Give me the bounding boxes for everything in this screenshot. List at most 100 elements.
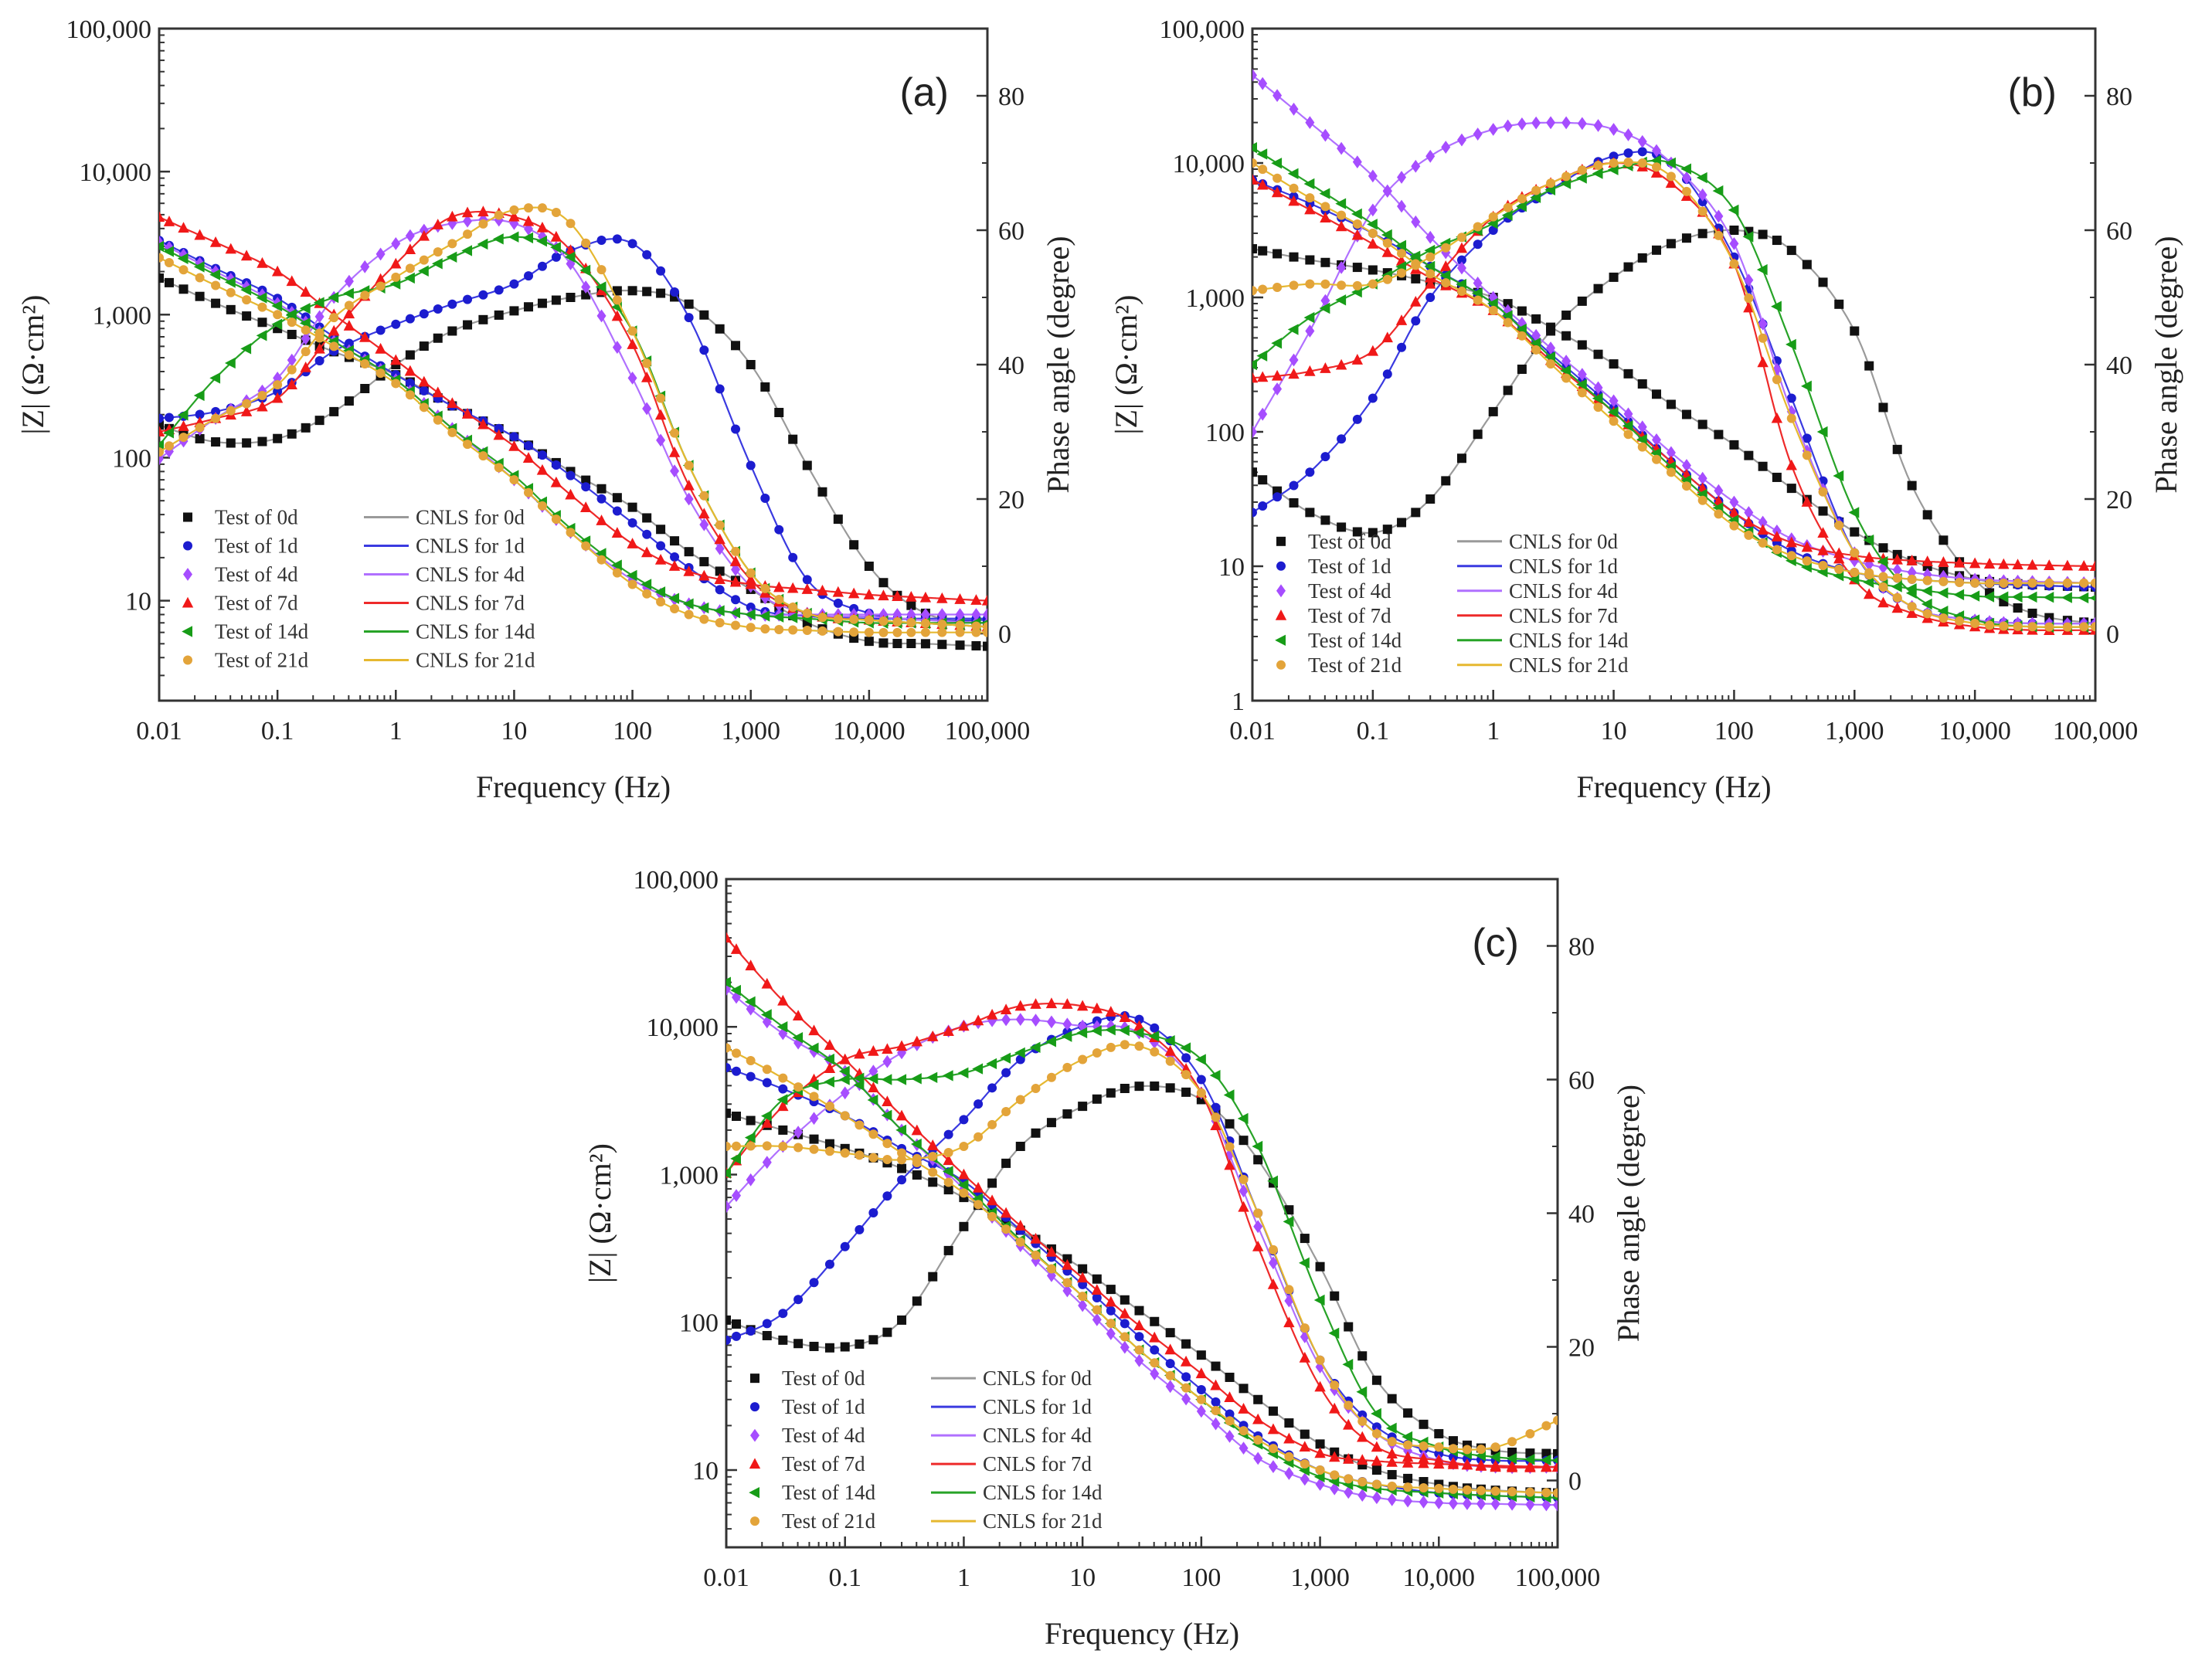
phase-point-0d [211,437,221,447]
modulus-point-21d [760,624,770,634]
phase-point-21d [1330,1380,1340,1390]
modulus-point-4d [1462,1497,1472,1510]
phase-point-1d [1289,480,1299,491]
phase-point-0d [1368,528,1378,538]
modulus-point-14d [1560,365,1572,377]
x-tick-label: 0.01 [136,717,182,745]
phase-point-21d [642,358,652,368]
modulus-point-4d [1758,515,1768,529]
modulus-point-14d [1439,270,1451,282]
legend-fit-label: CNLS for 21d [416,648,535,671]
legend-marker-14d [749,1486,759,1499]
phase-point-14d [1045,1036,1056,1048]
modulus-point-7d [1256,178,1269,190]
phase-point-14d [853,1072,865,1085]
modulus-point-4d [1488,290,1498,304]
x-tick-label: 100 [1181,1564,1221,1592]
modulus-point-21d [833,626,843,637]
phase-point-1d [987,1083,997,1093]
phase-point-7d [404,243,416,255]
phase-point-1d [959,1115,969,1125]
phase-point-0d [809,1341,819,1351]
phase-point-7d [2089,623,2095,635]
phase-point-4d [581,280,591,294]
modulus-point-4d [1637,420,1647,434]
modulus-point-21d [1425,269,1436,279]
modulus-point-0d [1289,252,1299,262]
phase-point-1d [1473,239,1483,250]
modulus-point-14d [759,610,770,622]
phase-point-14d [536,235,547,247]
phase-point-1d [627,239,637,249]
plot-area [159,203,987,651]
phase-point-21d [596,265,607,275]
phase-point-21d [1744,294,1754,304]
phase-point-0d [1165,1083,1175,1093]
modulus-point-0d [1134,1306,1144,1316]
modulus-point-21d [433,415,443,425]
phase-point-21d [1623,158,1633,168]
phase-point-21d [1425,252,1436,262]
phase-point-14d [1592,168,1603,179]
modulus-point-4d [1120,1340,1130,1354]
legend-fit-label: CNLS for 1d [983,1395,1092,1418]
modulus-point-1d [731,595,741,605]
modulus-point-21d [762,1064,772,1075]
phase-point-4d [670,464,680,478]
phase-point-14d [776,1094,788,1105]
modulus-point-14d [895,1124,907,1136]
legend-test-label: Test of 1d [1308,555,1391,578]
phase-point-4d [1503,119,1513,133]
phase-point-21d [1577,165,1587,175]
panel-b: 0.01 0.1 1 10 100 1,000 10,000 100,000 1 10 100 1,0… [1109,15,2183,804]
phase-point-0d [301,423,311,433]
phase-point-0d [1441,476,1451,486]
modulus-point-14d [881,1109,892,1122]
phase-point-0d [1878,402,1888,413]
phase-point-21d [726,1142,731,1151]
modulus-point-7d [801,583,813,594]
phase-point-7d [1817,527,1829,538]
modulus-point-4d [1272,89,1283,103]
phase-point-1d [405,314,415,324]
phase-point-1d [855,1224,865,1234]
phase-point-7d [300,362,311,372]
phase-point-1d [973,1099,984,1109]
phase-point-14d [1271,338,1283,349]
modulus-point-21d [987,1211,997,1221]
phase-point-14d [418,265,429,277]
modulus-point-21d [1387,1481,1397,1491]
phase-point-7d [854,1048,865,1059]
phase-point-1d [1411,316,1421,326]
phase-point-7d [1210,1119,1222,1131]
phase-point-7d [1000,1003,1012,1015]
modulus-point-0d [211,298,221,308]
phase-point-7d [1343,1418,1354,1430]
phase-point-0d [433,333,443,343]
modulus-point-7d [1371,1455,1383,1466]
phase-point-4d [1305,324,1315,338]
modulus-point-14d [1252,141,1257,154]
phase-point-21d [809,1144,819,1154]
modulus-point-0d [164,277,174,287]
phase-point-4d [375,247,386,261]
phase-point-4d [1729,237,1739,250]
modulus-point-4d [1441,246,1451,260]
phase-point-0d [1031,1128,1041,1138]
modulus-point-4d [1352,155,1362,169]
modulus-point-0d [1225,1372,1235,1382]
modulus-point-21d [746,623,756,633]
phase-point-0d [1546,326,1556,336]
modulus-point-4d [1300,1472,1310,1486]
modulus-point-1d [537,450,547,460]
phase-point-0d [1411,508,1421,518]
phase-point-14d [404,272,415,284]
phase-point-14d [1696,171,1707,184]
phase-point-7d [1045,997,1058,1009]
phase-point-0d [1922,510,1932,520]
phase-point-0d [1239,1136,1249,1146]
phase-point-0d [1330,1291,1340,1301]
phase-point-7d [1833,552,1845,564]
modulus-point-21d [684,609,694,620]
modulus-point-0d [1305,255,1315,265]
